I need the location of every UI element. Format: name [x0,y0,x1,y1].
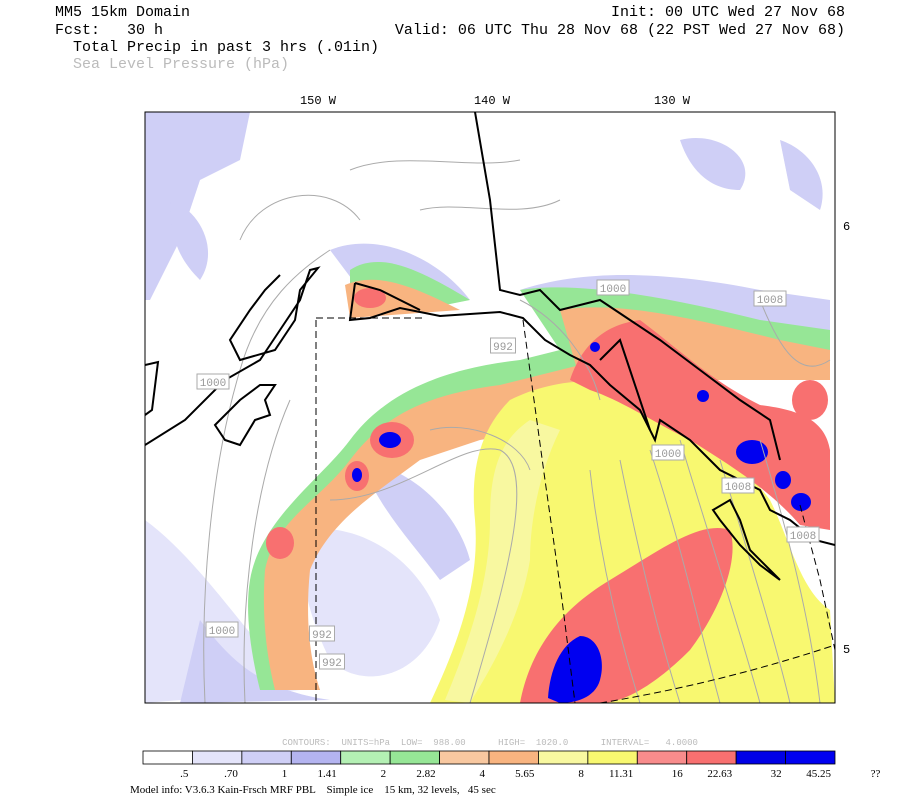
field-pressure: Sea Level Pressure (hPa) [73,56,289,73]
colorbar-label: 5.65 [515,768,535,780]
colorbar-swatch [290,750,342,765]
colorbar-label: 16 [672,768,684,780]
contour-label-box [309,625,335,642]
contour-label-box [490,337,516,354]
contour-label-box [721,477,755,494]
contour-label-box [319,653,345,670]
colorbar-swatch [785,750,836,765]
contour-label: 1008 [757,295,783,307]
colorbar-label: 8 [578,768,584,780]
contour-label-box [196,373,230,390]
colorbar-label: 1.41 [317,768,336,780]
contour-label: 1000 [209,626,235,638]
contour-label: 992 [312,630,332,642]
contour-label: 1008 [790,531,816,543]
longitude-label: 130 W [654,94,691,108]
longitude-label: 140 W [474,94,511,108]
colorbar-swatch [488,750,539,765]
colorbar-swatch [241,750,292,765]
colorbar-swatch [192,750,243,765]
contour-label-box [596,279,630,296]
map-frame [144,111,836,704]
colorbar-swatch [636,750,688,765]
contour-label: 1000 [200,378,226,390]
valid-time: Valid: 06 UTC Thu 28 Nov 68 (22 PST Wed … [395,22,845,39]
colorbar-swatch [142,750,193,765]
yellow-precip-light [445,420,560,703]
colorbar-swatch [587,750,638,765]
contour-label-box [651,444,685,461]
colorbar-label: 32 [771,768,782,780]
contour-label: 1000 [655,449,681,461]
contour-label: 992 [322,658,342,670]
contour-label: 1008 [725,482,751,494]
colorbar-label: 11.31 [609,768,633,780]
domain-title: MM5 15km Domain [55,4,190,21]
colorbar-swatch [538,750,589,765]
colorbar-swatch [735,750,786,765]
latitude-label: 5 [843,643,850,657]
colorbar-label: 2 [381,768,387,780]
forecast-hour: Fcst: 30 h [55,22,163,39]
isobars [203,159,831,703]
colorbar-swatch [686,750,737,765]
colorbar-label: 1 [282,768,288,780]
colorbar-label: 4 [480,768,486,780]
longitude-label: 150 W [300,94,337,108]
colorbar-label: 22.63 [707,768,732,780]
contour-labels: 1000 992 1000 1008 1000 1008 1008 1000 992 992 [196,279,820,670]
colorbar-label: ?? [871,768,881,780]
colorbar-label: 45.25 [806,768,831,780]
colorbar-swatch [340,750,391,765]
colorbar-swatch [389,750,440,765]
footer: Model info: V3.6.3 Kain-Frsch MRF PBL Si… [130,784,496,796]
map-field [145,112,835,703]
colorbar-label: 2.82 [416,768,435,780]
extreme-precip [352,342,811,703]
contour-label-box [205,621,239,638]
contour-label: 1000 [600,284,626,296]
contour-label-box [753,290,787,307]
contour-label: 992 [493,342,513,354]
init-time: Init: 00 UTC Wed 27 Nov 68 [611,4,845,21]
colorbar-label: .5 [180,768,189,780]
colorbar: .5 .70 1 1.41 2 2.82 4 5.65 8 11.31 16 22.63 32 45.25… [142,750,881,780]
colorbar-swatch [439,750,490,765]
colorbar-label: .70 [224,768,238,780]
contour-info: CONTOURS: UNITS=hPa LOW= 988.00 HIGH= 10… [282,738,698,748]
latitude-label: 6 [843,220,850,234]
field-precip: Total Precip in past 3 hrs (.01in) [73,39,379,56]
coastline [145,112,835,581]
contour-label-box [786,526,820,543]
